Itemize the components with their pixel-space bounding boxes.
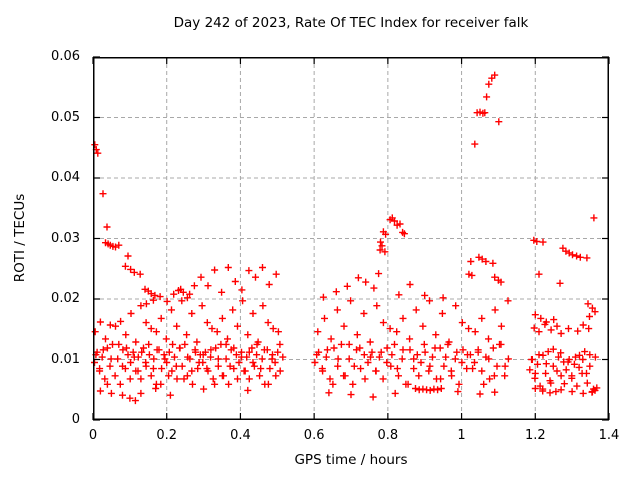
y-tick-label: 0: [71, 412, 80, 427]
scatter-points: [91, 71, 601, 405]
x-tick-label: 0.4: [230, 428, 251, 443]
x-tick-label: 0.2: [156, 428, 178, 443]
x-tick-label: 1: [457, 428, 466, 443]
x-tick-label: 0.6: [303, 428, 325, 443]
plot-area: [91, 56, 610, 421]
y-tick-label: 0.06: [51, 49, 80, 64]
x-tick-label: 1.2: [524, 428, 546, 443]
chart-title: Day 242 of 2023, Rate Of TEC Index for r…: [173, 15, 529, 31]
plot-frame: [93, 57, 609, 420]
plot-svg: [91, 56, 610, 421]
y-tick-label: 0.04: [51, 170, 80, 185]
x-axis-label: GPS time / hours: [294, 452, 408, 468]
x-tick-label: 0.8: [377, 428, 399, 443]
x-tick-label: 0: [88, 428, 98, 443]
y-tick-label: 0.03: [51, 230, 80, 246]
x-tick-label: 1.4: [598, 428, 620, 443]
y-tick-label: 0.05: [51, 109, 80, 125]
y-tick-label: 0.01: [51, 351, 80, 367]
y-tick-label: 0.02: [51, 291, 80, 306]
